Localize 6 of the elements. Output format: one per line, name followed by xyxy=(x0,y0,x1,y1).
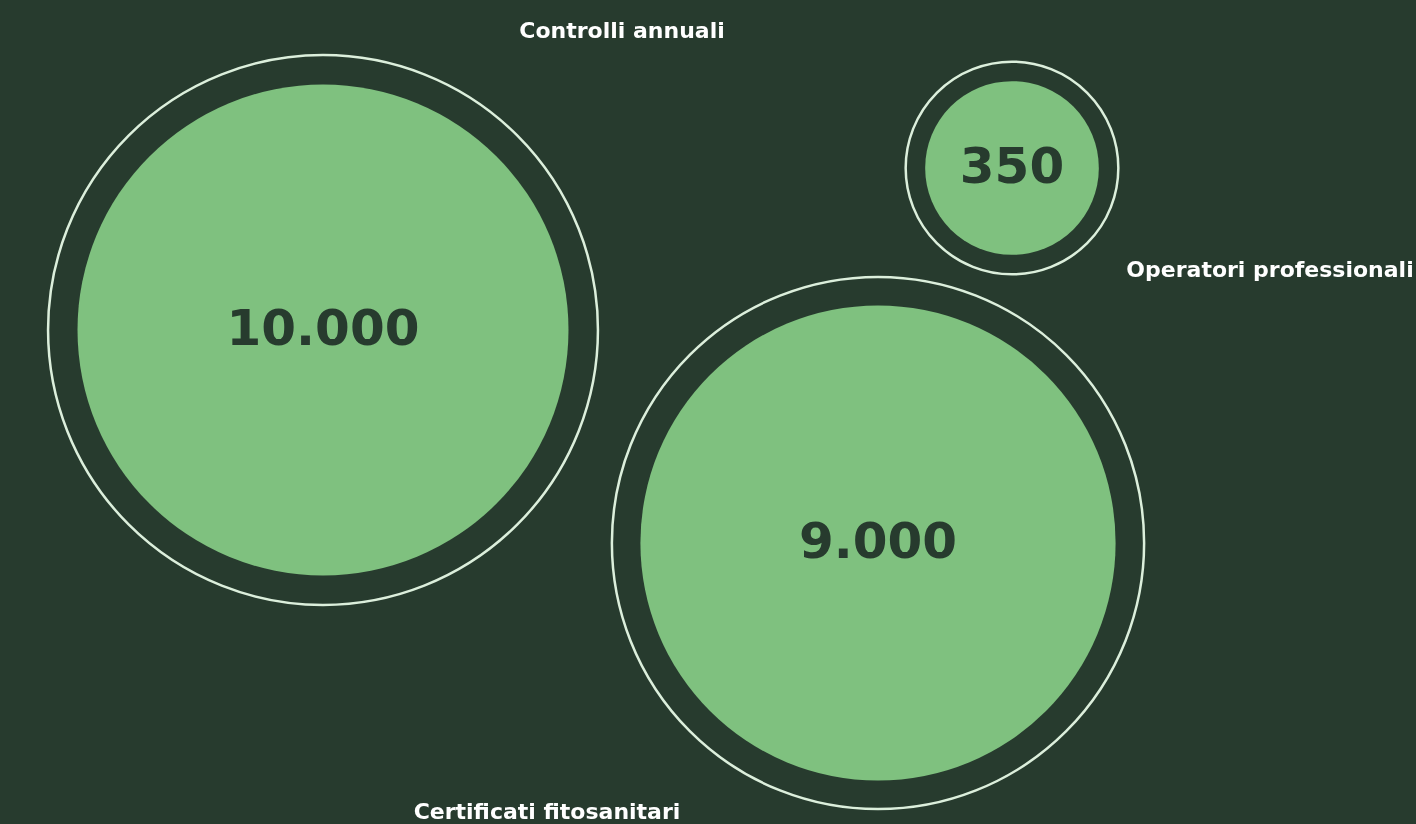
data-label: 10.000 xyxy=(226,299,420,357)
data-label: 9.000 xyxy=(798,512,958,570)
category-label: Certificati fitosanitari xyxy=(413,799,681,824)
category-label: Controlli annuali xyxy=(519,18,725,43)
category-label: Operatori professionali xyxy=(1126,257,1414,282)
data-label: 350 xyxy=(959,137,1065,195)
